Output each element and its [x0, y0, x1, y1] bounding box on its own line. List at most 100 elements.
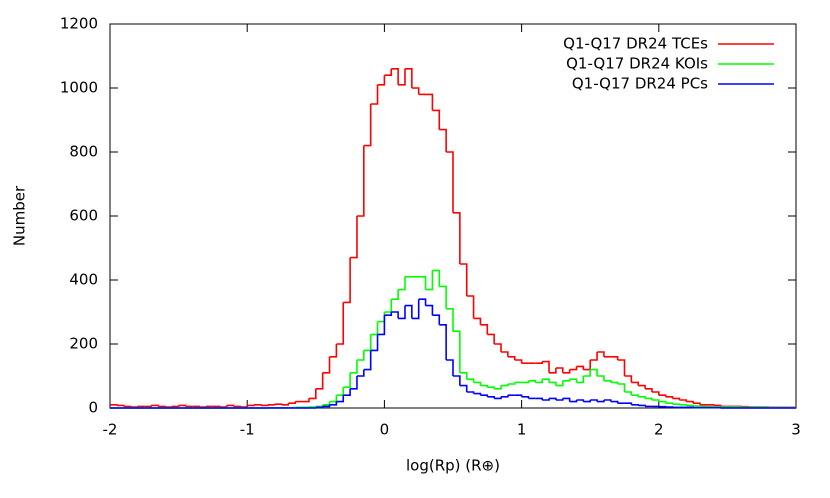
- histogram-step: [679, 404, 688, 406]
- histogram-step: [247, 404, 255, 407]
- histogram-step: [363, 104, 372, 147]
- histogram-step: [274, 403, 283, 405]
- histogram-step: [514, 359, 523, 364]
- histogram-step: [562, 397, 571, 402]
- histogram-step: [130, 406, 139, 408]
- histogram-step: [418, 276, 427, 290]
- histogram-step: [302, 398, 310, 403]
- histogram-step: [398, 276, 406, 291]
- legend-label: Q1-Q17 DR24 PCs: [572, 75, 708, 93]
- histogram-step: [370, 321, 379, 336]
- histogram-step: [343, 372, 351, 388]
- histogram-step: [480, 394, 489, 397]
- histogram-step: [542, 398, 550, 401]
- histogram-step: [501, 395, 509, 398]
- histogram-step: [658, 400, 667, 404]
- histogram-step: [439, 128, 447, 152]
- histogram-step: [446, 151, 454, 213]
- histogram-step: [370, 334, 379, 352]
- y-tick-label: 1200: [60, 15, 98, 33]
- histogram-step: [672, 397, 681, 400]
- histogram-step: [336, 395, 345, 403]
- histogram-step: [535, 379, 543, 384]
- histogram-step: [459, 384, 468, 392]
- histogram-step: [473, 381, 482, 386]
- histogram-step: [377, 312, 386, 323]
- histogram-step: [542, 378, 550, 383]
- histogram-step: [308, 407, 317, 409]
- histogram-step: [288, 401, 297, 404]
- y-tick-label: 400: [69, 271, 98, 289]
- histogram-step: [110, 404, 118, 406]
- histogram-step: [686, 400, 694, 404]
- histogram-step: [199, 406, 207, 408]
- histogram-step: [219, 405, 228, 408]
- histogram-step: [638, 384, 646, 389]
- y-tick-label: 600: [69, 207, 98, 225]
- histogram-step: [624, 391, 633, 396]
- histogram-step: [240, 405, 248, 408]
- histogram-step: [144, 405, 152, 408]
- histogram-step: [590, 399, 598, 402]
- histogram-step: [514, 394, 523, 397]
- histogram-step: [439, 285, 447, 309]
- histogram-step: [631, 394, 640, 397]
- histogram-step: [624, 402, 633, 405]
- histogram-step: [590, 368, 598, 376]
- histogram-step: [336, 302, 345, 345]
- histogram-step: [343, 388, 351, 396]
- histogram-step: [315, 372, 324, 390]
- histogram-step: [549, 397, 557, 400]
- histogram-step: [370, 84, 379, 105]
- legend-label: Q1-Q17 DR24 KOIs: [566, 55, 708, 73]
- histogram-step: [665, 402, 674, 405]
- x-axis-label: log(Rp) (R⊕): [406, 457, 500, 475]
- histogram-step: [439, 324, 447, 360]
- histogram-step: [658, 394, 667, 397]
- histogram-step: [480, 384, 489, 388]
- histogram-step: [549, 381, 557, 386]
- legend-label: Q1-Q17 DR24 TCEs: [563, 35, 708, 53]
- histogram-step: [679, 399, 688, 402]
- histogram-step: [569, 400, 578, 403]
- histogram-step: [686, 404, 694, 407]
- histogram-step: [665, 396, 674, 399]
- histogram-step: [610, 356, 619, 360]
- histogram-step: [391, 289, 399, 300]
- histogram-step: [308, 406, 317, 408]
- histogram-step: [569, 378, 578, 383]
- histogram-step: [425, 270, 434, 291]
- histogram-step: [398, 68, 406, 86]
- x-tick-label: 0: [380, 421, 390, 439]
- x-tick-label: 2: [654, 421, 664, 439]
- histogram-step: [651, 399, 660, 402]
- histogram-step: [672, 403, 681, 405]
- histogram-step: [425, 93, 434, 111]
- histogram-step: [645, 397, 653, 400]
- histogram-step: [576, 376, 585, 384]
- histogram-step: [192, 405, 200, 408]
- histogram-step: [329, 344, 338, 358]
- histogram-step: [116, 404, 125, 407]
- histogram-step: [391, 311, 399, 319]
- histogram-step: [171, 405, 180, 408]
- histogram-step: [597, 375, 605, 381]
- histogram-step: [480, 324, 489, 335]
- histogram-step: [453, 330, 461, 373]
- histogram-step: [549, 368, 557, 374]
- histogram-step: [308, 388, 317, 400]
- histogram-step: [404, 68, 413, 88]
- histogram-step: [521, 380, 530, 384]
- histogram-step: [411, 87, 420, 95]
- histogram-step: [356, 350, 365, 361]
- y-tick-label: 800: [69, 143, 98, 161]
- histogram-step: [473, 317, 482, 325]
- histogram-step: [260, 404, 269, 407]
- histogram-step: [453, 212, 461, 264]
- histogram-step: [507, 382, 516, 385]
- histogram-step: [651, 391, 660, 396]
- histogram-step: [583, 400, 591, 403]
- histogram-step: [329, 401, 338, 406]
- histogram-step: [610, 400, 619, 404]
- histogram-step: [322, 401, 331, 406]
